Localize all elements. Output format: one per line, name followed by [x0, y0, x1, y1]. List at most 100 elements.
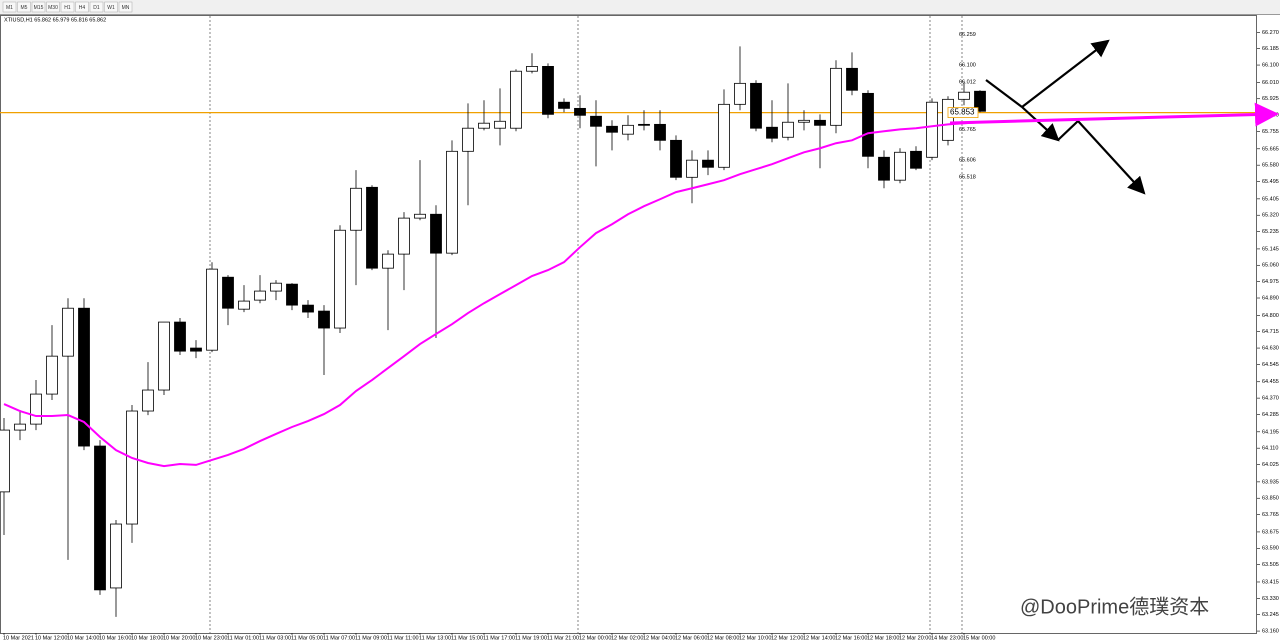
timeframe-label[interactable]: D1 [93, 5, 100, 11]
y-tick-label: 65.925 [1262, 96, 1279, 102]
candle-body-down [638, 123, 650, 126]
x-tick-label: 12 Mar 00:00 [579, 635, 611, 641]
y-tick-label: 65.665 [1262, 146, 1279, 152]
watermark: @DooPrime德璞资本 [1020, 595, 1209, 618]
candle-body-up [830, 67, 842, 126]
candle-body-down [846, 67, 858, 91]
candle-body-down [974, 90, 986, 112]
y-tick-label: 64.370 [1262, 396, 1279, 402]
candle-body-up [462, 127, 474, 152]
x-tick-label: 12 Mar 16:00 [835, 635, 867, 641]
candle-body-down [670, 139, 682, 178]
price-box [947, 107, 979, 119]
timeframe-label[interactable]: MN [122, 5, 130, 11]
x-tick-label: 10 Mar 2021 [3, 635, 34, 641]
candle-body-up [62, 307, 74, 357]
x-tick-label: 12 Mar 02:00 [611, 635, 643, 641]
candle-body-down [318, 310, 330, 329]
candle-body-up [206, 268, 218, 351]
price-label: 65.765 [959, 127, 976, 133]
x-tick-label: 14 Mar 23:00 [931, 635, 963, 641]
timeframe-button[interactable] [2, 1, 17, 13]
timeframe-label[interactable]: M5 [21, 5, 28, 11]
candle-body-down [78, 307, 90, 447]
timeframe-label[interactable]: H1 [64, 5, 71, 11]
candle-body-up [126, 410, 138, 525]
candle-body-up [0, 429, 10, 493]
y-tick-label: 63.330 [1262, 596, 1279, 602]
timeframe-button[interactable] [75, 1, 89, 13]
candle-body-up [254, 290, 266, 301]
x-tick-label: 11 Mar 21:00 [547, 635, 579, 641]
y-tick-label: 65.405 [1262, 196, 1279, 202]
x-tick-label: 12 Mar 18:00 [867, 635, 899, 641]
candle-body-down [910, 150, 922, 169]
candle-body-up [238, 300, 250, 310]
timeframe-button[interactable] [118, 1, 133, 13]
y-tick-label: 64.545 [1262, 362, 1279, 368]
x-tick-label: 11 Mar 09:00 [355, 635, 387, 641]
y-tick-label: 63.245 [1262, 612, 1279, 618]
price-label: 65.606 [959, 158, 976, 164]
candle-body-down [430, 213, 442, 254]
x-tick-label: 11 Mar 05:00 [291, 635, 323, 641]
timeframe-button[interactable] [89, 1, 104, 13]
timeframe-label[interactable]: M30 [48, 5, 58, 11]
timeframe-label[interactable]: M1 [6, 5, 13, 11]
y-tick-label: 65.060 [1262, 263, 1279, 269]
timeframe-label[interactable]: H4 [79, 5, 86, 11]
x-tick-label: 11 Mar 03:00 [259, 635, 291, 641]
y-tick-label: 63.765 [1262, 512, 1279, 518]
x-tick-label: 12 Mar 12:00 [771, 635, 803, 641]
candle-body-down [286, 283, 298, 306]
y-tick-label: 64.285 [1262, 412, 1279, 418]
x-tick-label: 11 Mar 01:00 [227, 635, 259, 641]
timeframe-button[interactable] [60, 1, 75, 13]
candle-body-up [894, 151, 906, 181]
candle-body-up [30, 393, 42, 425]
x-tick-label: 10 Mar 12:00 [35, 635, 67, 641]
timeframe-button[interactable] [104, 1, 118, 13]
y-tick-label: 65.580 [1262, 163, 1279, 169]
candle-body-down [574, 107, 586, 116]
candle-body-up [510, 70, 522, 129]
y-tick-label: 64.890 [1262, 295, 1279, 301]
y-tick-label: 66.270 [1262, 30, 1279, 36]
arrow-down [1021, 106, 1060, 142]
y-tick-label: 64.025 [1262, 462, 1279, 468]
price-box-label: 65.853 [950, 108, 975, 117]
y-tick-label: 66.100 [1262, 63, 1279, 69]
candle-body-down [222, 276, 234, 309]
candle-body-down [542, 66, 554, 115]
timeframe-label[interactable]: M15 [34, 5, 44, 11]
plot: 66.27066.18566.10066.01065.92565.84065.7… [0, 30, 1279, 641]
candle-body-up [798, 119, 810, 123]
candle-body-down [654, 123, 666, 141]
timeframe-button[interactable] [17, 1, 31, 13]
timeframe-button[interactable] [46, 1, 60, 13]
y-tick-label: 64.455 [1262, 379, 1279, 385]
candle-body-down [190, 347, 202, 352]
timeframe-label[interactable]: W1 [107, 5, 115, 11]
moving-average [3, 121, 981, 468]
y-tick-label: 65.495 [1262, 179, 1279, 185]
timeframe-button[interactable] [31, 1, 46, 13]
x-tick-label: 12 Mar 10:00 [739, 635, 771, 641]
candle-body-down [94, 445, 106, 591]
candle-body-down [878, 156, 890, 181]
y-tick-label: 63.505 [1262, 562, 1279, 568]
y-tick-label: 63.675 [1262, 529, 1279, 535]
x-tick-label: 12 Mar 20:00 [899, 635, 931, 641]
candle-body-up [446, 150, 458, 254]
x-tick-label: 10 Mar 18:00 [131, 635, 163, 641]
x-tick-label: 12 Mar 14:00 [803, 635, 835, 641]
candle-body-up [158, 321, 170, 391]
y-tick-label: 64.975 [1262, 279, 1279, 285]
y-tick-label: 63.160 [1262, 629, 1279, 635]
candle-body-up [14, 423, 26, 431]
x-tick-label: 11 Mar 07:00 [323, 635, 355, 641]
plot-frame [0, 15, 1257, 634]
y-tick-label: 64.195 [1262, 429, 1279, 435]
